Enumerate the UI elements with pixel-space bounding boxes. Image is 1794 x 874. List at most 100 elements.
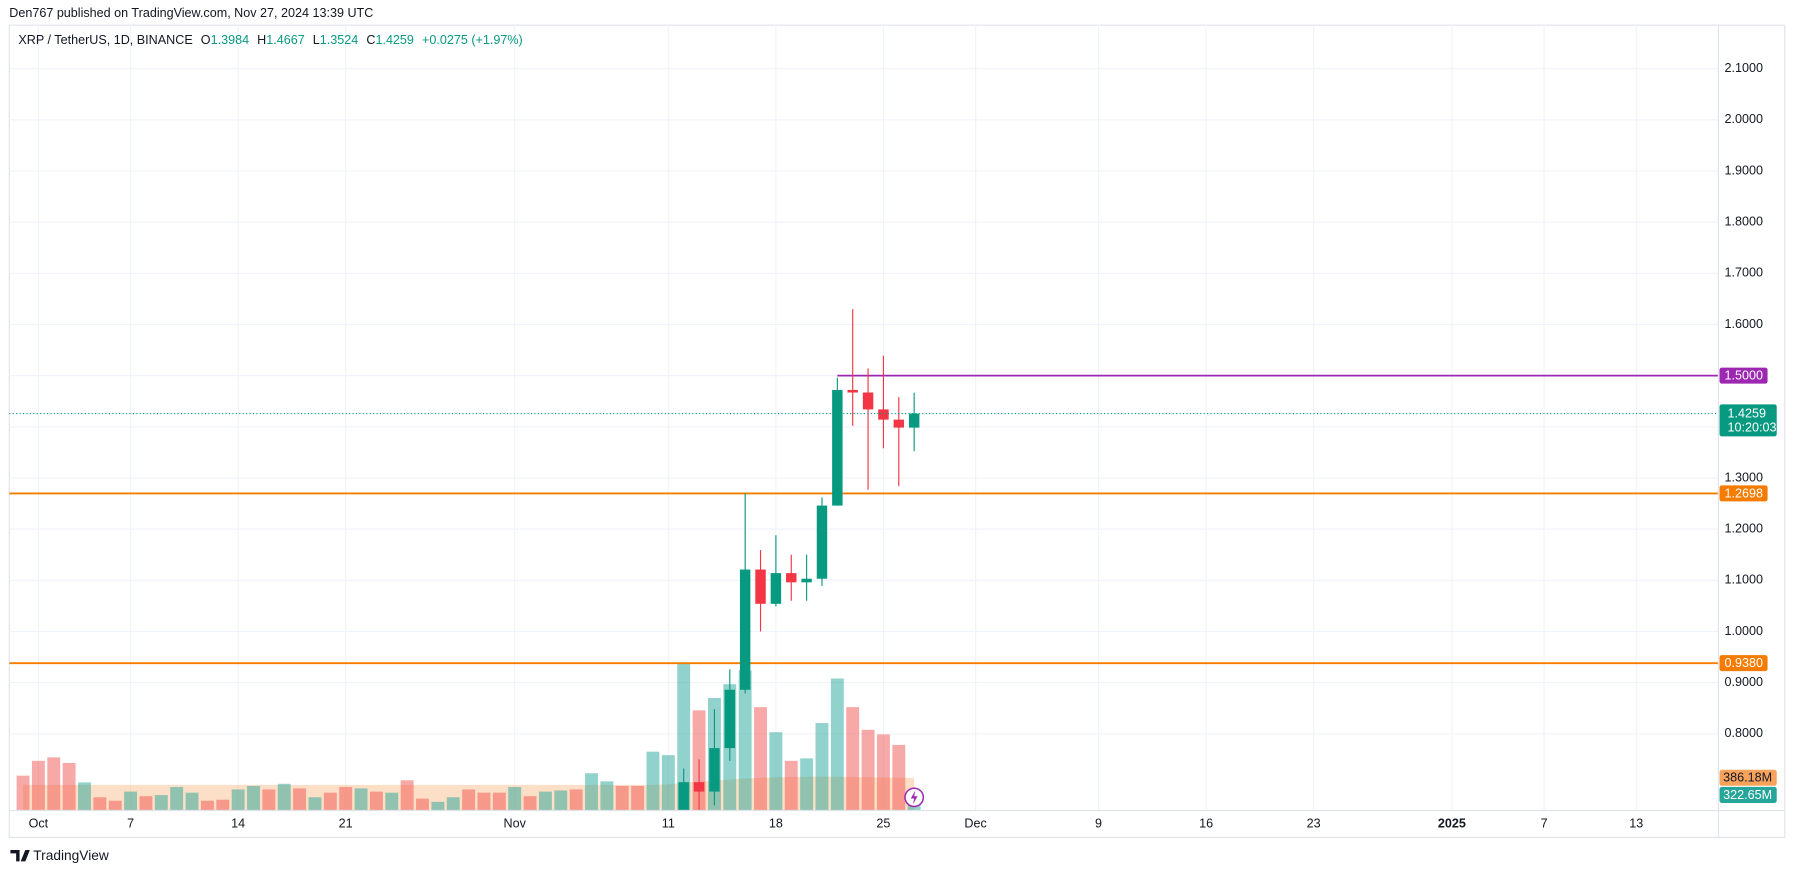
current-price-tag — [1719, 404, 1777, 437]
axes: 0.80000.90001.00001.10001.20001.30001.40… — [29, 61, 1777, 831]
candle-body — [908, 413, 920, 428]
volume-bar — [892, 744, 906, 811]
y-tick-label: 1.3000 — [1725, 470, 1763, 484]
level-tag — [1719, 655, 1768, 672]
footer-logo: TradingView — [10, 848, 109, 863]
volume-bar — [738, 670, 752, 811]
volume-bar — [769, 732, 783, 811]
plot-area — [9, 309, 1719, 811]
y-tick-label: 2.0000 — [1725, 112, 1763, 126]
ohlc-label: C — [366, 34, 375, 48]
candle-body — [893, 419, 905, 428]
x-tick-label: Oct — [29, 817, 49, 831]
ohlc-label: H — [257, 34, 266, 48]
volume-bar — [16, 775, 30, 811]
ohlc-label: L — [313, 34, 320, 48]
candle-body — [816, 505, 828, 579]
x-tick-label: Dec — [964, 817, 986, 831]
y-tick-label: 2.1000 — [1725, 61, 1763, 75]
volume-bar — [154, 795, 168, 811]
volume-bar — [62, 762, 76, 811]
current-price-label: 1.4259 — [1728, 406, 1766, 420]
candle-body — [847, 389, 858, 393]
symbol-title: XRP / TetherUS, 1D, BINANCE — [18, 34, 192, 48]
volume-bar — [830, 678, 844, 811]
volume-bar — [815, 723, 829, 811]
x-tick-label: 9 — [1095, 817, 1102, 831]
volume-bar — [600, 781, 614, 811]
y-tick-label: 1.2000 — [1725, 521, 1763, 535]
volume-bar — [569, 789, 583, 811]
volume-bar — [585, 773, 598, 811]
y-tick-label: 1.0000 — [1725, 624, 1763, 638]
volume-bar — [861, 729, 875, 811]
level-tag-label: 1.5000 — [1725, 369, 1763, 383]
ohlc-value: 1.4259 — [375, 34, 413, 48]
volume-bar — [523, 796, 537, 811]
candle-body — [770, 573, 782, 604]
volume-bar — [661, 755, 675, 811]
volume-bar — [262, 789, 276, 811]
volume-bar — [293, 788, 307, 811]
volume-bar — [446, 797, 460, 811]
change-value: +0.0275 (+1.97%) — [422, 34, 523, 48]
candle-body — [801, 578, 812, 583]
x-tick-label: 16 — [1199, 817, 1213, 831]
volume-bar — [631, 785, 645, 811]
countdown-label: 10:20:03 — [1728, 421, 1777, 435]
volume-bar — [185, 792, 199, 811]
ohlc-value: 1.3984 — [211, 34, 249, 48]
grid — [9, 25, 1719, 811]
y-tick-label: 1.8000 — [1725, 214, 1763, 228]
level-tag — [1719, 485, 1768, 502]
x-tick-label: Nov — [504, 817, 527, 831]
candle-body — [878, 409, 889, 420]
volume-bar — [231, 789, 245, 811]
x-tick-label: 25 — [876, 817, 890, 831]
chart-frame — [8, 24, 1786, 838]
y-tick-label: 0.9000 — [1725, 675, 1763, 689]
volume-bar — [139, 796, 153, 811]
x-tick-label: 13 — [1629, 817, 1643, 831]
candle-body — [709, 748, 720, 792]
level-tag-label: 0.9380 — [1725, 656, 1763, 670]
candle-body — [832, 389, 843, 506]
volume-bar — [876, 734, 890, 811]
volume-ma-tag — [1719, 769, 1777, 786]
volume-bar — [431, 801, 445, 811]
volume-bar — [416, 798, 429, 811]
volume-bar — [339, 787, 353, 811]
volume-bar — [492, 792, 506, 811]
candle-body — [693, 782, 705, 792]
volume-ma-tag-label: 386.18M — [1723, 771, 1772, 785]
volume-bar — [385, 792, 399, 811]
volume-bar — [78, 782, 91, 811]
volume-bar — [677, 662, 691, 811]
volume-bar — [124, 791, 138, 811]
volume-bar — [216, 799, 230, 811]
footer-text: TradingView — [33, 848, 109, 863]
x-tick-label: 2025 — [1438, 817, 1466, 831]
symbol-legend: XRP / TetherUS, 1D, BINANCE O1.3984 H1.4… — [18, 34, 522, 48]
volume-bar — [477, 792, 491, 811]
candle-body — [786, 573, 797, 583]
y-tick-label: 1.7000 — [1725, 266, 1763, 280]
volume-bar — [784, 760, 798, 811]
volume-tag-label: 322.65M — [1723, 788, 1772, 802]
y-tick-label: 1.1000 — [1725, 573, 1763, 587]
volume-bar — [354, 788, 368, 811]
volume-bar — [47, 757, 61, 811]
volume-bar — [754, 707, 767, 811]
x-tick-label: 23 — [1307, 817, 1321, 831]
candle-body — [724, 689, 736, 749]
volume-bar — [369, 791, 383, 811]
volume-bar — [277, 783, 291, 811]
volume-bar — [31, 760, 45, 811]
ohlc-value: 1.4667 — [266, 34, 304, 48]
volume-bar — [846, 707, 860, 811]
y-tick-label: 1.6000 — [1725, 317, 1763, 331]
x-tick-label: 7 — [1541, 817, 1548, 831]
volume-bar — [615, 785, 629, 811]
volume-bar — [646, 751, 660, 811]
